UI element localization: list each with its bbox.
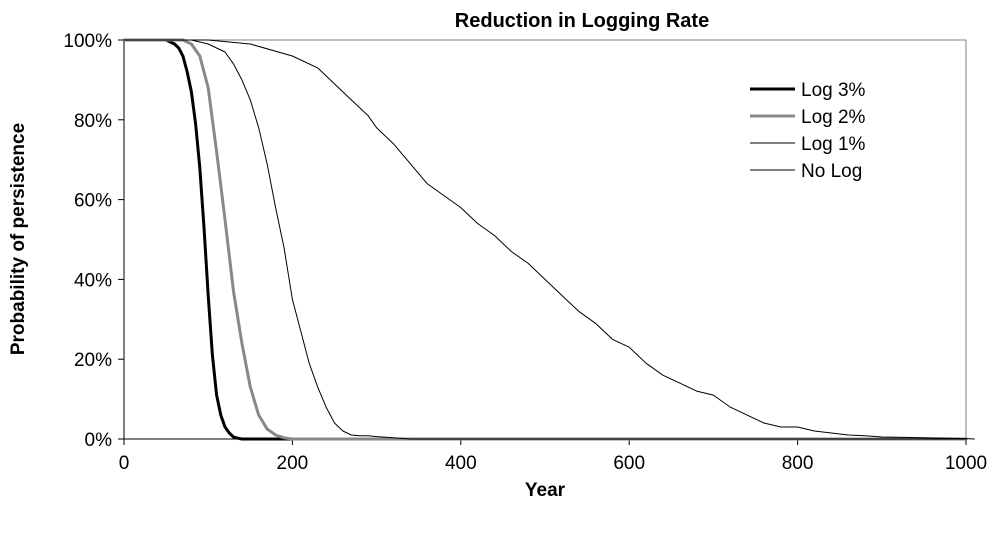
x-tick-label: 800 xyxy=(782,453,814,474)
y-tick-label: 60% xyxy=(74,191,112,212)
y-axis-ticks: 0% 20% 40% 60% 80% 100% xyxy=(63,31,124,451)
x-tick-label: 1000 xyxy=(945,453,987,474)
series-layer xyxy=(122,38,975,441)
legend-label: No Log xyxy=(801,161,862,182)
y-tick-label: 0% xyxy=(85,430,113,451)
y-tick-label: 80% xyxy=(74,111,112,132)
y-tick-label: 40% xyxy=(74,270,112,291)
series-line-1 xyxy=(122,38,968,441)
legend: Log 3% Log 2% Log 1% No Log xyxy=(750,80,866,182)
legend-label: Log 1% xyxy=(801,134,866,155)
legend-label: Log 3% xyxy=(801,80,866,101)
series-line-4 xyxy=(123,39,975,440)
series-line-3 xyxy=(123,39,967,440)
x-tick-label: 200 xyxy=(277,453,309,474)
x-tick-label: 0 xyxy=(119,453,130,474)
series-line-2 xyxy=(122,38,968,441)
plot-area xyxy=(123,39,967,440)
y-tick-label: 20% xyxy=(74,350,112,371)
x-tick-label: 400 xyxy=(445,453,477,474)
y-tick-label: 100% xyxy=(63,31,112,52)
legend-label: Log 2% xyxy=(801,107,866,128)
y-axis-label: Probability of persistence xyxy=(8,123,29,355)
chart-title: Reduction in Logging Rate xyxy=(455,10,709,32)
x-tick-label: 600 xyxy=(613,453,645,474)
x-axis-label: Year xyxy=(525,480,566,501)
x-axis-ticks: 0 200 400 600 800 1000 xyxy=(119,439,987,474)
